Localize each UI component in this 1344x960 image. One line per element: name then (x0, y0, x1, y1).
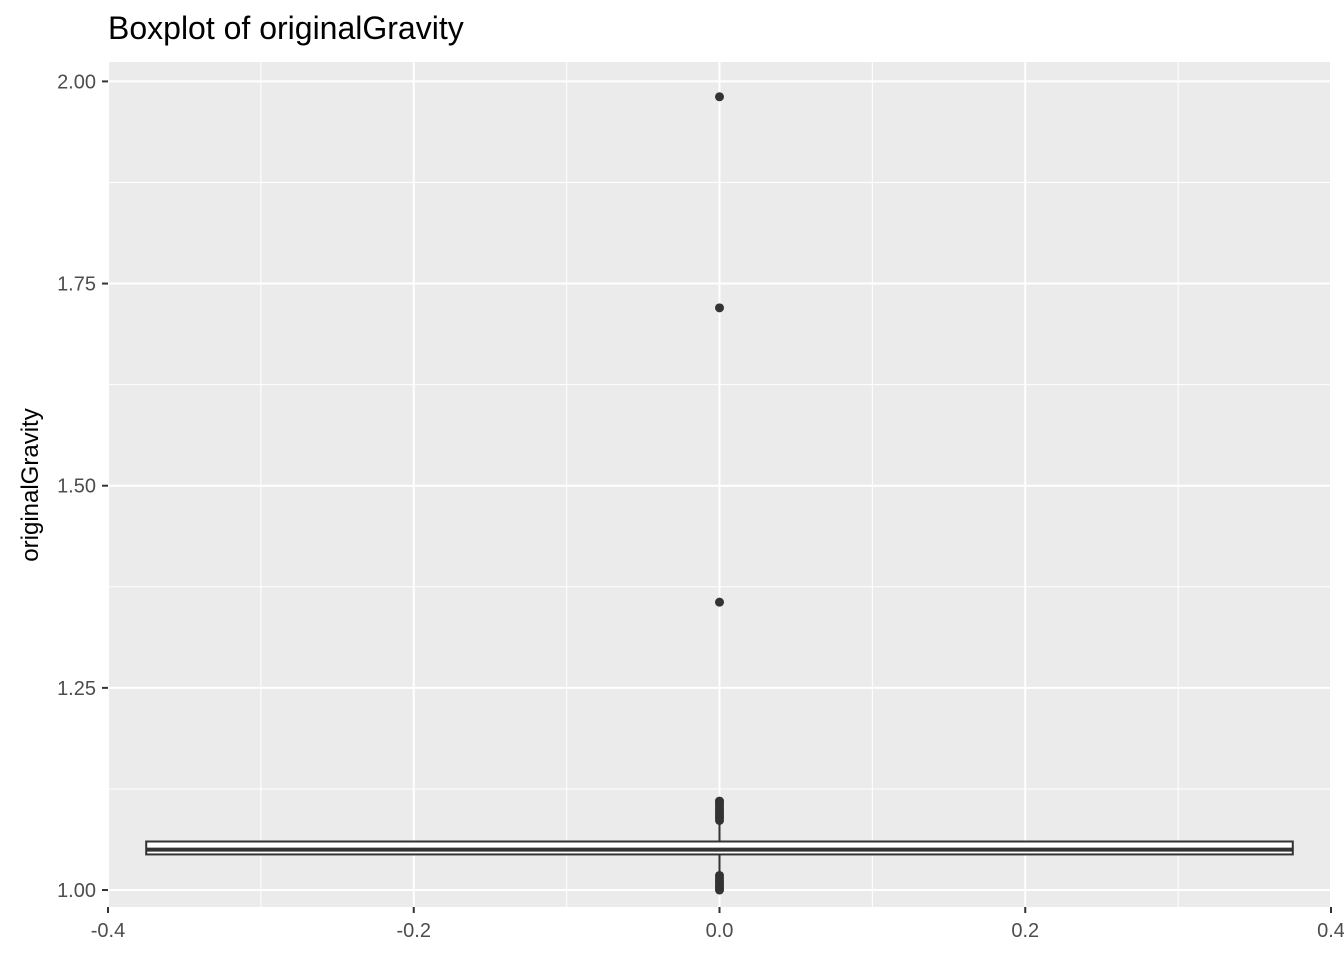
y-tick-label: 1.75 (57, 274, 96, 296)
boxplot-marks (145, 92, 1294, 895)
outlier-point (715, 597, 724, 607)
major-gridlines (107, 62, 1332, 907)
x-tick-label: 0.2 (1011, 920, 1039, 942)
y-tick-label: 1.50 (57, 476, 96, 498)
x-tick-label: -0.4 (91, 920, 125, 942)
x-tick-label: -0.2 (397, 920, 431, 942)
outlier-point (715, 303, 724, 313)
x-axis: -0.4 -0.2 0.0 0.2 0.4 (91, 907, 1344, 942)
chart-title: Boxplot of originalGravity (108, 10, 464, 46)
x-tick-label: 0.0 (706, 920, 734, 942)
x-tick-label: 0.4 (1317, 920, 1344, 942)
outlier-point (715, 815, 724, 825)
y-tick-label: 1.00 (57, 880, 96, 902)
y-axis: 1.00 1.25 1.50 1.75 2.00 (57, 71, 108, 902)
outlier-point (715, 92, 724, 102)
outlier-point (715, 885, 724, 895)
y-tick-label: 1.25 (57, 678, 96, 700)
y-tick-label: 2.00 (57, 71, 96, 93)
